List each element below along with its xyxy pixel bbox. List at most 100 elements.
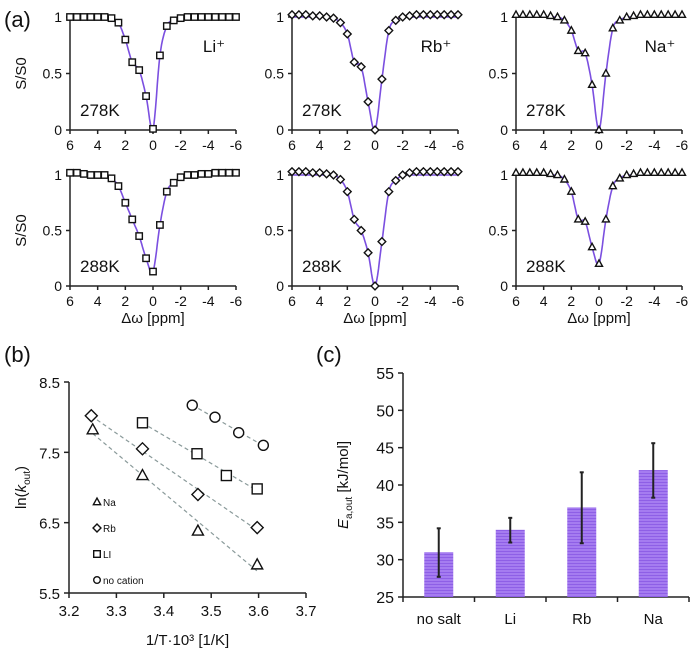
data-point bbox=[314, 11, 325, 21]
data-point bbox=[363, 247, 373, 258]
data-point bbox=[84, 408, 99, 423]
data-point bbox=[66, 168, 74, 177]
data-point bbox=[349, 214, 360, 225]
spectrum-subplot-3: 0 0.5 1 6 4 2 0 -2 -4 -6 S/S0 288K Δω [ppm] bbox=[13, 167, 242, 327]
temperature-label: 278K bbox=[302, 101, 342, 120]
data-point bbox=[538, 167, 549, 177]
x-tick-label: 0 bbox=[149, 293, 157, 309]
data-point bbox=[176, 14, 185, 23]
data-point bbox=[425, 166, 436, 177]
fit-curve bbox=[516, 174, 682, 266]
data-point bbox=[107, 174, 116, 183]
data-point bbox=[128, 215, 137, 224]
y-tick-label: 0.5 bbox=[43, 66, 63, 82]
x-tick-label: 4 bbox=[316, 293, 324, 309]
legend-label: Rb bbox=[103, 524, 116, 535]
y-tick-label: 0.5 bbox=[489, 223, 509, 239]
data-point bbox=[608, 23, 618, 32]
trend-line bbox=[92, 433, 258, 572]
x-tick-label: 2 bbox=[121, 137, 129, 153]
x-tick-label: 6 bbox=[288, 137, 296, 153]
data-point bbox=[321, 12, 332, 22]
data-point bbox=[532, 9, 542, 18]
data-point bbox=[190, 487, 205, 502]
data-point bbox=[149, 124, 157, 133]
x-axis-label: Δω [ppm] bbox=[343, 310, 406, 327]
spectrum-subplot-2: 0 0.5 1 6 4 2 0 -2 -4 -6 278K Na⁺ bbox=[489, 9, 689, 153]
x-tick-label: -4 bbox=[202, 293, 215, 309]
y-tick-label: 6.5 bbox=[39, 516, 60, 533]
data-point bbox=[677, 167, 687, 177]
data-point bbox=[142, 254, 150, 263]
y-tick-label: 0 bbox=[500, 122, 508, 138]
data-point bbox=[425, 9, 436, 20]
x-tick-label: -6 bbox=[676, 293, 689, 309]
x-tick-label: 6 bbox=[66, 137, 74, 153]
x-tick-label: 6 bbox=[66, 293, 74, 309]
data-point bbox=[439, 166, 449, 177]
x-tick-label: -6 bbox=[452, 293, 465, 309]
series-rb: Rb bbox=[84, 408, 265, 535]
data-point bbox=[142, 92, 150, 101]
data-point bbox=[328, 13, 339, 23]
data-point bbox=[301, 9, 311, 20]
data-point bbox=[114, 18, 123, 27]
data-point bbox=[287, 9, 297, 20]
temperature-label: 288K bbox=[526, 257, 566, 276]
data-point bbox=[587, 241, 597, 251]
activation-energy-bar-chart: 25 30 35 40 45 50 55 no salt Li Rb Na Ea,out [kJ/mo… bbox=[335, 366, 690, 628]
x-tick-label: 6 bbox=[512, 293, 520, 309]
data-point bbox=[190, 13, 199, 21]
data-point bbox=[121, 198, 130, 207]
x-axis-label: 1/T·10³ [1/K] bbox=[146, 632, 229, 649]
data-point bbox=[86, 13, 95, 21]
x-tick-label: 2 bbox=[343, 137, 351, 153]
data-point bbox=[250, 520, 265, 535]
data-point bbox=[220, 469, 233, 482]
data-point bbox=[183, 171, 192, 179]
data-point bbox=[615, 173, 625, 182]
y-tick-label: 45 bbox=[376, 441, 394, 458]
x-tick-label: -4 bbox=[202, 137, 215, 153]
data-point bbox=[635, 9, 646, 18]
data-point bbox=[559, 15, 570, 24]
x-tick-label: 4 bbox=[94, 293, 102, 309]
x-tick-label: -4 bbox=[424, 137, 437, 153]
data-point bbox=[349, 57, 360, 68]
data-point bbox=[204, 13, 213, 21]
data-point bbox=[128, 58, 137, 67]
spectrum-subplot-4: 0 0.5 1 6 4 2 0 -2 -4 -6 288K Δω [ppm] bbox=[265, 166, 465, 327]
data-point bbox=[114, 182, 123, 190]
data-point bbox=[663, 9, 673, 18]
data-point bbox=[107, 14, 116, 23]
data-point bbox=[162, 187, 171, 196]
data-point bbox=[176, 173, 185, 182]
data-point bbox=[73, 13, 81, 21]
data-point bbox=[642, 167, 653, 177]
legend-marker bbox=[92, 576, 101, 585]
data-point bbox=[169, 16, 178, 25]
data-point bbox=[156, 221, 164, 229]
data-point bbox=[232, 168, 240, 177]
data-point bbox=[197, 13, 206, 21]
data-point bbox=[566, 25, 577, 34]
x-tick-label: 3.4 bbox=[153, 603, 174, 620]
data-point bbox=[356, 61, 366, 72]
temperature-label: 288K bbox=[302, 257, 342, 276]
data-point bbox=[432, 9, 443, 20]
data-point bbox=[446, 9, 456, 20]
data-point bbox=[656, 167, 666, 177]
x-tick-label: 0 bbox=[149, 137, 157, 153]
x-tick-label: 6 bbox=[288, 293, 296, 309]
data-point bbox=[594, 258, 604, 268]
x-tick-label: -2 bbox=[174, 293, 187, 309]
data-point bbox=[580, 47, 590, 57]
trend-line bbox=[191, 404, 264, 447]
data-point bbox=[232, 426, 245, 439]
data-point bbox=[525, 167, 535, 177]
y-tick-label: 1 bbox=[500, 167, 508, 183]
x-tick-label: 4 bbox=[316, 137, 324, 153]
data-point bbox=[136, 417, 149, 429]
x-axis-label: Δω [ppm] bbox=[567, 310, 630, 327]
